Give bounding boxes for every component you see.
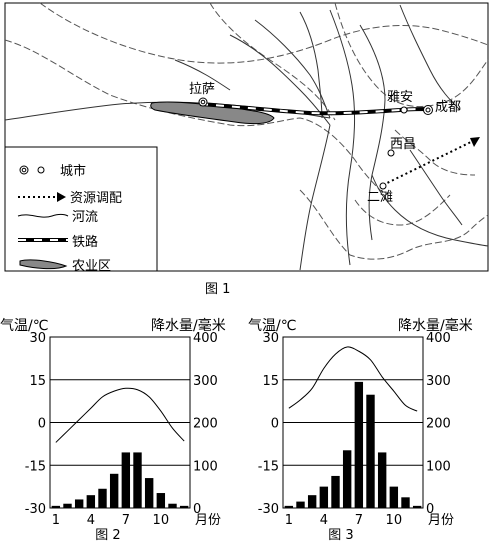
y-left-tick-label: 15 [262, 374, 279, 389]
precip-bar [133, 452, 142, 508]
farmland-icon [19, 259, 68, 270]
y-right-axis-title: 降水量/毫米 [151, 317, 226, 334]
city-markers [198, 97, 433, 190]
x-tick-label: 7 [355, 513, 363, 528]
y-left-tick-label: -15 [258, 459, 279, 474]
y-right-tick-label: 300 [193, 374, 218, 389]
precip-bar [389, 486, 399, 508]
y-right-tick-label: 400 [426, 331, 451, 346]
y-left-tick-label: -15 [25, 459, 46, 474]
x-axis-title: 月份 [195, 513, 221, 528]
precip-bar [144, 478, 154, 508]
precip-bar [109, 473, 119, 508]
figure1-caption: 图 1 [205, 282, 230, 297]
ertan-marker-icon [379, 182, 387, 190]
y-left-tick-label: -30 [25, 502, 46, 517]
x-tick-label: 4 [87, 513, 95, 528]
label-chengdu: 成都 [435, 100, 461, 115]
y-right-tick-label: 300 [426, 374, 451, 389]
temperature-line [55, 387, 185, 443]
boundary-lines [4, 2, 489, 260]
map-legend: 城市 资源调配 河流 铁路 农业区 [4, 146, 158, 274]
resource-transfer-arrow [382, 137, 480, 186]
precip-bar [121, 452, 131, 508]
precip-bar [98, 488, 107, 508]
legend-label-transfer: 资源调配 [70, 191, 122, 206]
y-right-axis-title: 降水量/毫米 [398, 317, 473, 334]
y-right-tick-label: 100 [426, 459, 451, 474]
chart-caption: 图 3 [328, 528, 353, 543]
precip-bar [63, 503, 72, 508]
y-right-tick-label: 0 [426, 502, 434, 517]
chart-caption: 图 2 [95, 528, 120, 543]
x-tick-label: 7 [122, 513, 130, 528]
y-left-tick-label: 30 [262, 331, 279, 346]
precip-bar [156, 493, 166, 508]
river-icon [17, 214, 69, 218]
precip-bar [342, 450, 352, 508]
y-left-axis-title: 气温/℃ [0, 318, 48, 334]
x-tick-label: 1 [285, 513, 293, 528]
precip-bar [331, 475, 340, 508]
precip-bar [179, 505, 189, 508]
precip-bar [74, 499, 84, 508]
y-right-tick-label: 200 [193, 417, 218, 432]
label-yaan: 雅安 [387, 90, 413, 105]
precip-bar [377, 452, 387, 508]
x-tick-label: 10 [386, 513, 403, 528]
legend-label-farmland: 农业区 [72, 259, 111, 274]
label-lhasa: 拉萨 [189, 82, 215, 97]
climate-chart-fig3: 30 15 0 -15 -30 400 300 200 100 0 1 4 7 10 气温/℃ 降水量/毫米月… [248, 317, 473, 543]
xichang-marker-icon [387, 149, 395, 157]
x-axis-title: 月份 [428, 513, 454, 528]
precip-bar [296, 501, 305, 508]
x-tick-label: 10 [153, 513, 170, 528]
x-tick-label: 1 [52, 513, 60, 528]
y-left-axis-title: 气温/℃ [248, 318, 296, 334]
railway-line [199, 102, 429, 116]
label-xichang: 西昌 [390, 137, 416, 152]
map: 拉萨 雅安 成都 西昌 二滩 城市 资源调配 河流 铁路 [4, 2, 489, 274]
climate-chart-fig2: 30 15 0 -15 -30 400 300 200 100 0 1 4 7 10 气温/℃ 降水量/毫米月… [0, 317, 226, 543]
city-icon [19, 165, 45, 175]
y-right-tick-label: 200 [426, 417, 451, 432]
precip-bar [412, 505, 422, 508]
y-right-tick-label: 400 [193, 331, 218, 346]
y-left-tick-label: 30 [29, 331, 46, 346]
precip-bar [86, 495, 96, 508]
y-left-tick-label: 15 [29, 374, 46, 389]
precip-bar [401, 497, 410, 508]
precip-bar [168, 503, 177, 508]
y-left-tick-label: -30 [258, 502, 279, 517]
legend-label-city: 城市 [60, 163, 86, 179]
precip-bar [319, 486, 329, 508]
y-right-tick-label: 100 [193, 459, 218, 474]
resource-transfer-arrow-icon [18, 192, 66, 202]
legend-label-river: 河流 [72, 210, 98, 225]
legend-label-railway: 铁路 [72, 234, 98, 250]
x-tick-label: 4 [320, 513, 328, 528]
label-ertan: 二滩 [367, 190, 393, 205]
precip-bar [284, 505, 294, 508]
temperature-line [288, 346, 418, 412]
yaan-marker-icon [400, 106, 408, 114]
y-left-tick-label: 0 [271, 417, 279, 432]
river-lines [4, 4, 489, 271]
precip-bar [307, 495, 317, 508]
precip-bar [354, 381, 364, 508]
y-right-tick-label: 0 [193, 502, 201, 517]
y-left-tick-label: 0 [38, 417, 46, 432]
precip-bar [366, 394, 375, 508]
precip-bar [51, 505, 61, 508]
